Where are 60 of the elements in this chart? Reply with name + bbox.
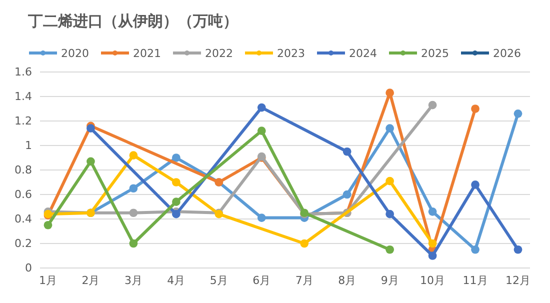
point	[172, 154, 180, 162]
point	[386, 245, 394, 254]
point	[428, 239, 437, 248]
point	[172, 210, 180, 218]
y-tick-label: 1	[25, 139, 32, 152]
x-tick-label: 12月	[506, 274, 530, 287]
point	[129, 151, 138, 160]
point	[342, 147, 352, 156]
y-tick-label: 0.8	[14, 164, 32, 177]
legend-label: 2024	[349, 46, 377, 60]
x-tick-label: 9月	[380, 274, 399, 287]
point	[428, 207, 437, 216]
legend-label: 2020	[61, 46, 89, 60]
y-tick-label: 0.4	[14, 212, 32, 226]
legend-label: 2026	[493, 46, 521, 60]
y-tick-label: 1.2	[14, 114, 32, 128]
point	[342, 190, 352, 199]
point	[172, 178, 180, 186]
y-tick-label: 0.6	[14, 188, 32, 202]
point	[386, 176, 394, 186]
legend-label: 2022	[205, 46, 233, 60]
point	[514, 245, 522, 254]
point	[129, 208, 138, 218]
point	[129, 239, 138, 248]
x-tick-label: 7月	[295, 274, 314, 287]
point	[428, 252, 437, 260]
point	[428, 100, 437, 110]
x-tick-label: 5月	[210, 274, 228, 287]
x-tick-label: 2月	[82, 274, 100, 287]
point	[386, 210, 394, 218]
point	[514, 109, 522, 118]
point	[471, 245, 480, 254]
point	[86, 124, 95, 133]
x-tick-label: 1月	[39, 274, 57, 287]
point	[471, 180, 480, 189]
x-tick-label: 4月	[167, 274, 186, 287]
point	[300, 239, 309, 248]
y-tick-label: 1.6	[14, 66, 32, 79]
point	[86, 157, 95, 166]
legend-label: 2023	[277, 46, 305, 60]
x-tick-label: 10月	[420, 274, 446, 287]
point	[471, 104, 480, 113]
x-tick-label: 3月	[124, 274, 142, 287]
y-tick-label: 0.2	[14, 237, 32, 250]
y-tick-label: 0	[25, 262, 32, 275]
point	[386, 88, 394, 97]
legend-label: 2025	[421, 46, 449, 60]
x-tick-label: 6月	[252, 274, 271, 287]
x-tick-label: 11月	[462, 274, 488, 287]
chart-title: 丁二烯进口（从伊朗）（万吨）	[27, 12, 238, 30]
point	[172, 198, 180, 206]
y-tick-label: 1.4	[14, 90, 32, 104]
point	[44, 220, 52, 230]
point	[386, 124, 394, 133]
point	[257, 214, 266, 222]
point	[257, 126, 266, 135]
point	[257, 103, 266, 112]
legend-label: 2021	[133, 46, 161, 60]
point	[129, 184, 138, 193]
x-tick-label: 8月	[338, 274, 356, 287]
